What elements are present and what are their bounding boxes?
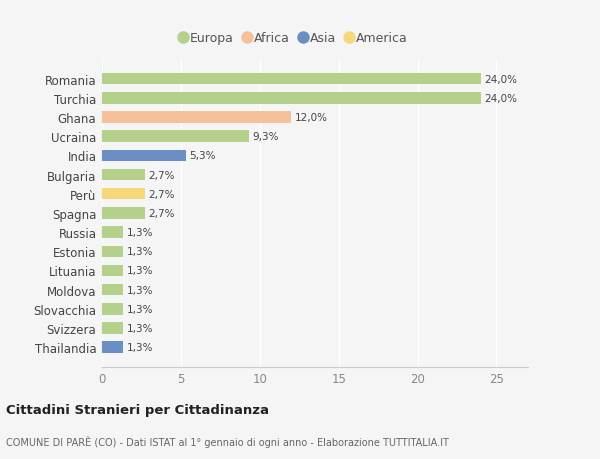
Text: 1,3%: 1,3%	[127, 228, 153, 238]
Bar	[102, 227, 122, 238]
Bar	[102, 169, 145, 181]
Text: 2,7%: 2,7%	[149, 170, 175, 180]
Text: 5,3%: 5,3%	[190, 151, 216, 161]
Text: 2,7%: 2,7%	[149, 189, 175, 199]
Bar	[102, 342, 122, 353]
Bar	[102, 303, 122, 315]
Bar	[102, 93, 481, 104]
Text: Cittadini Stranieri per Cittadinanza: Cittadini Stranieri per Cittadinanza	[6, 403, 269, 416]
Bar	[102, 189, 145, 200]
Text: 12,0%: 12,0%	[295, 113, 328, 123]
Text: 1,3%: 1,3%	[127, 247, 153, 257]
Bar	[102, 246, 122, 257]
Text: 2,7%: 2,7%	[149, 208, 175, 218]
Text: 24,0%: 24,0%	[485, 94, 518, 104]
Bar	[102, 284, 122, 296]
Legend: Europa, Africa, Asia, America: Europa, Africa, Asia, America	[180, 32, 407, 45]
Text: 1,3%: 1,3%	[127, 323, 153, 333]
Text: 24,0%: 24,0%	[485, 74, 518, 84]
Bar	[102, 131, 249, 143]
Bar	[102, 323, 122, 334]
Bar	[102, 112, 292, 123]
Bar	[102, 73, 481, 85]
Text: 9,3%: 9,3%	[253, 132, 279, 142]
Text: COMUNE DI PARÈ (CO) - Dati ISTAT al 1° gennaio di ogni anno - Elaborazione TUTTI: COMUNE DI PARÈ (CO) - Dati ISTAT al 1° g…	[6, 435, 449, 447]
Bar	[102, 150, 185, 162]
Text: 1,3%: 1,3%	[127, 285, 153, 295]
Text: 1,3%: 1,3%	[127, 266, 153, 276]
Bar	[102, 207, 145, 219]
Text: 1,3%: 1,3%	[127, 304, 153, 314]
Text: 1,3%: 1,3%	[127, 342, 153, 353]
Bar	[102, 265, 122, 277]
